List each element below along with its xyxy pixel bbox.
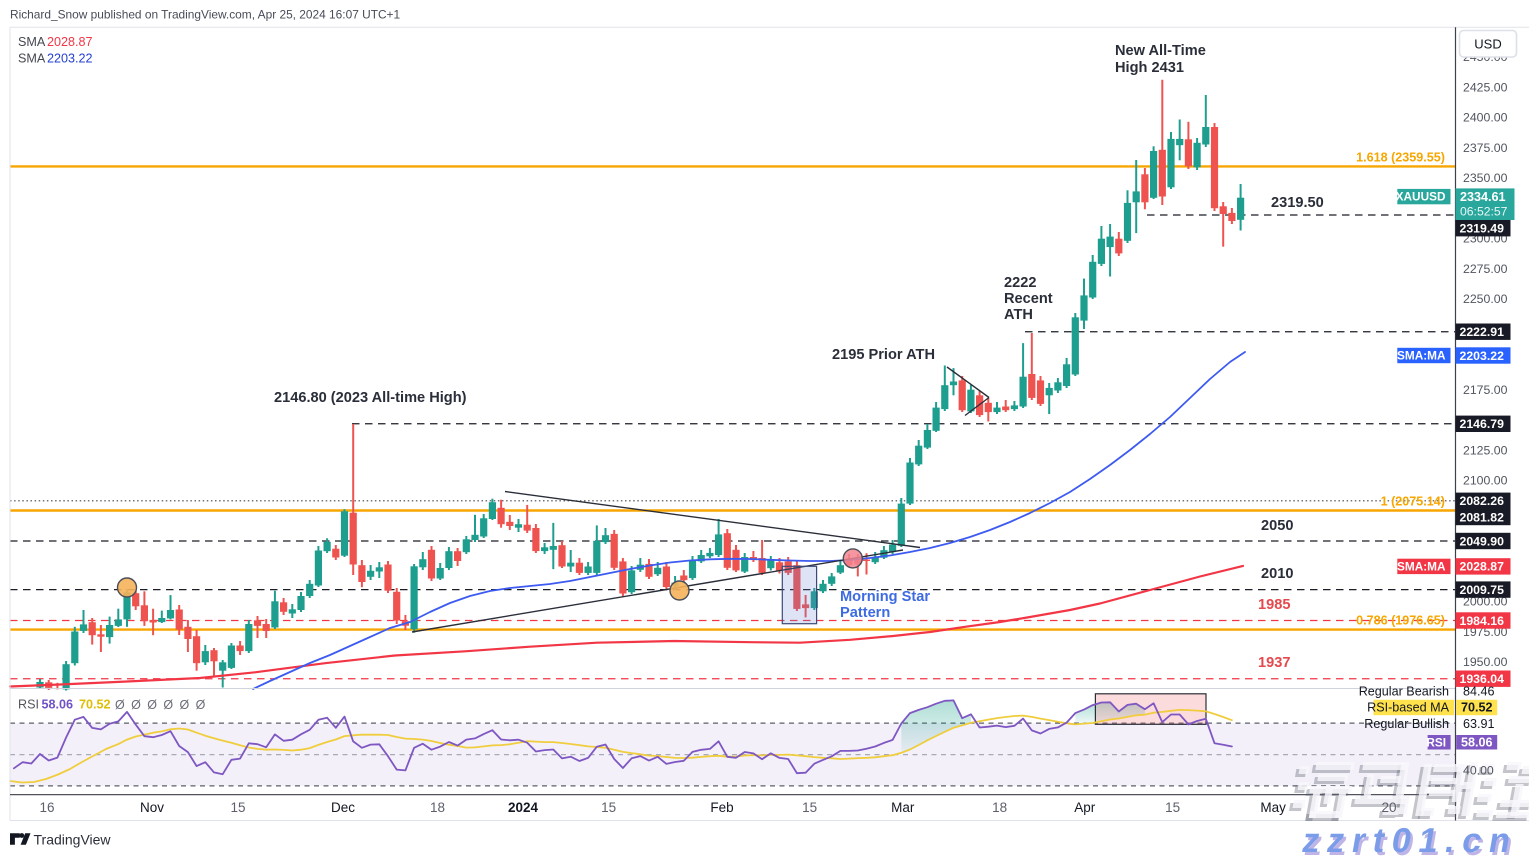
- svg-text:ØØØØØØ: ØØØØØØ: [115, 698, 212, 712]
- svg-text:zzrt01.cn: zzrt01.cn: [1299, 822, 1521, 857]
- svg-text:15: 15: [230, 800, 245, 815]
- svg-text:15: 15: [601, 800, 616, 815]
- svg-text:2425.00: 2425.00: [1463, 80, 1508, 94]
- svg-text:2195 Prior ATH: 2195 Prior ATH: [832, 347, 935, 363]
- svg-text:2203.22: 2203.22: [47, 52, 93, 66]
- svg-text:zzrt01.cn: zzrt01.cn: [1302, 825, 1524, 857]
- svg-text:Apr: Apr: [1074, 800, 1096, 815]
- svg-text:1985: 1985: [1258, 597, 1290, 613]
- svg-text:2010: 2010: [1261, 566, 1293, 582]
- svg-text:SMA: SMA: [18, 52, 46, 66]
- svg-text:RSI: RSI: [18, 698, 39, 712]
- svg-text:2028.87: 2028.87: [1460, 560, 1505, 574]
- svg-text:2250.00: 2250.00: [1463, 292, 1508, 306]
- svg-text:2175.00: 2175.00: [1463, 383, 1508, 397]
- svg-text:15: 15: [802, 800, 817, 815]
- svg-text:63.91: 63.91: [1463, 717, 1495, 731]
- svg-text:58.06: 58.06: [42, 698, 74, 712]
- svg-text:Regular Bullish: Regular Bullish: [1364, 717, 1449, 731]
- svg-text:2125.00: 2125.00: [1463, 443, 1508, 457]
- svg-text:High 2431: High 2431: [1115, 60, 1184, 76]
- svg-text:2222: 2222: [1004, 275, 1036, 291]
- svg-text:RSI: RSI: [1426, 736, 1446, 750]
- svg-text:1984.16: 1984.16: [1460, 614, 1505, 628]
- svg-text:2024: 2024: [508, 800, 539, 815]
- svg-text:2275.00: 2275.00: [1463, 262, 1508, 276]
- svg-text:Dec: Dec: [331, 800, 355, 815]
- svg-text:2146.80 (2023 All-time High): 2146.80 (2023 All-time High): [274, 390, 467, 406]
- svg-text:RSI-based MA: RSI-based MA: [1367, 701, 1449, 715]
- svg-text:Regular Bearish: Regular Bearish: [1359, 685, 1449, 699]
- svg-text:New All-Time: New All-Time: [1115, 43, 1206, 59]
- svg-text:2400.00: 2400.00: [1463, 111, 1508, 125]
- svg-text:70.52: 70.52: [79, 698, 111, 712]
- svg-text:2082.26: 2082.26: [1460, 494, 1505, 508]
- svg-text:Recent: Recent: [1004, 291, 1053, 307]
- svg-text:SMA: SMA: [18, 35, 46, 49]
- svg-text:1950.00: 1950.00: [1463, 655, 1508, 669]
- svg-text:84.46: 84.46: [1463, 685, 1495, 699]
- svg-text:XAUUSD: XAUUSD: [1396, 190, 1446, 204]
- svg-text:2319.49: 2319.49: [1460, 222, 1505, 236]
- svg-text:ATH: ATH: [1004, 307, 1033, 323]
- svg-text:2049.90: 2049.90: [1460, 534, 1505, 548]
- svg-text:2050: 2050: [1261, 518, 1293, 534]
- svg-text:20: 20: [1381, 800, 1396, 815]
- svg-text:May: May: [1260, 800, 1286, 815]
- svg-text:2203.22: 2203.22: [1460, 349, 1505, 363]
- svg-text:2100.00: 2100.00: [1463, 474, 1508, 488]
- svg-text:16: 16: [39, 800, 54, 815]
- svg-text:Mar: Mar: [891, 800, 915, 815]
- svg-text:18: 18: [430, 800, 445, 815]
- svg-text:2009.75: 2009.75: [1460, 583, 1505, 597]
- svg-text:2319.50: 2319.50: [1271, 195, 1324, 211]
- svg-text:SMA:MA: SMA:MA: [1397, 559, 1446, 573]
- svg-text:58.06: 58.06: [1461, 736, 1493, 750]
- svg-text:1.618 (2359.55): 1.618 (2359.55): [1356, 151, 1445, 165]
- svg-text:Morning Star: Morning Star: [840, 589, 930, 605]
- svg-text:2000.00: 2000.00: [1463, 595, 1508, 609]
- svg-text:2081.82: 2081.82: [1460, 510, 1505, 524]
- svg-text:Pattern: Pattern: [840, 605, 890, 621]
- svg-text:USD: USD: [1474, 37, 1501, 52]
- svg-text:1937: 1937: [1258, 655, 1290, 671]
- svg-text:2028.87: 2028.87: [47, 35, 93, 49]
- svg-text:06:52:57: 06:52:57: [1460, 205, 1508, 219]
- svg-text:2146.79: 2146.79: [1460, 417, 1505, 431]
- svg-text:Feb: Feb: [710, 800, 733, 815]
- svg-text:1 (2075.14): 1 (2075.14): [1381, 495, 1445, 509]
- svg-text:TradingView: TradingView: [34, 832, 112, 848]
- svg-text:2375.00: 2375.00: [1463, 141, 1508, 155]
- svg-text:1936.04: 1936.04: [1460, 672, 1505, 686]
- svg-text:Richard_Snow published on Trad: Richard_Snow published on TradingView.co…: [10, 8, 400, 22]
- svg-text:Nov: Nov: [140, 800, 164, 815]
- svg-text:18: 18: [992, 800, 1007, 815]
- svg-text:15: 15: [1165, 800, 1180, 815]
- svg-text:40.00: 40.00: [1463, 764, 1494, 778]
- svg-text:2334.61: 2334.61: [1460, 190, 1506, 204]
- svg-text:2350.00: 2350.00: [1463, 171, 1508, 185]
- svg-text:70.52: 70.52: [1461, 701, 1493, 715]
- svg-text:2222.91: 2222.91: [1460, 325, 1505, 339]
- svg-text:SMA:MA: SMA:MA: [1397, 349, 1446, 363]
- svg-text:0.786 (1976.65): 0.786 (1976.65): [1356, 614, 1445, 628]
